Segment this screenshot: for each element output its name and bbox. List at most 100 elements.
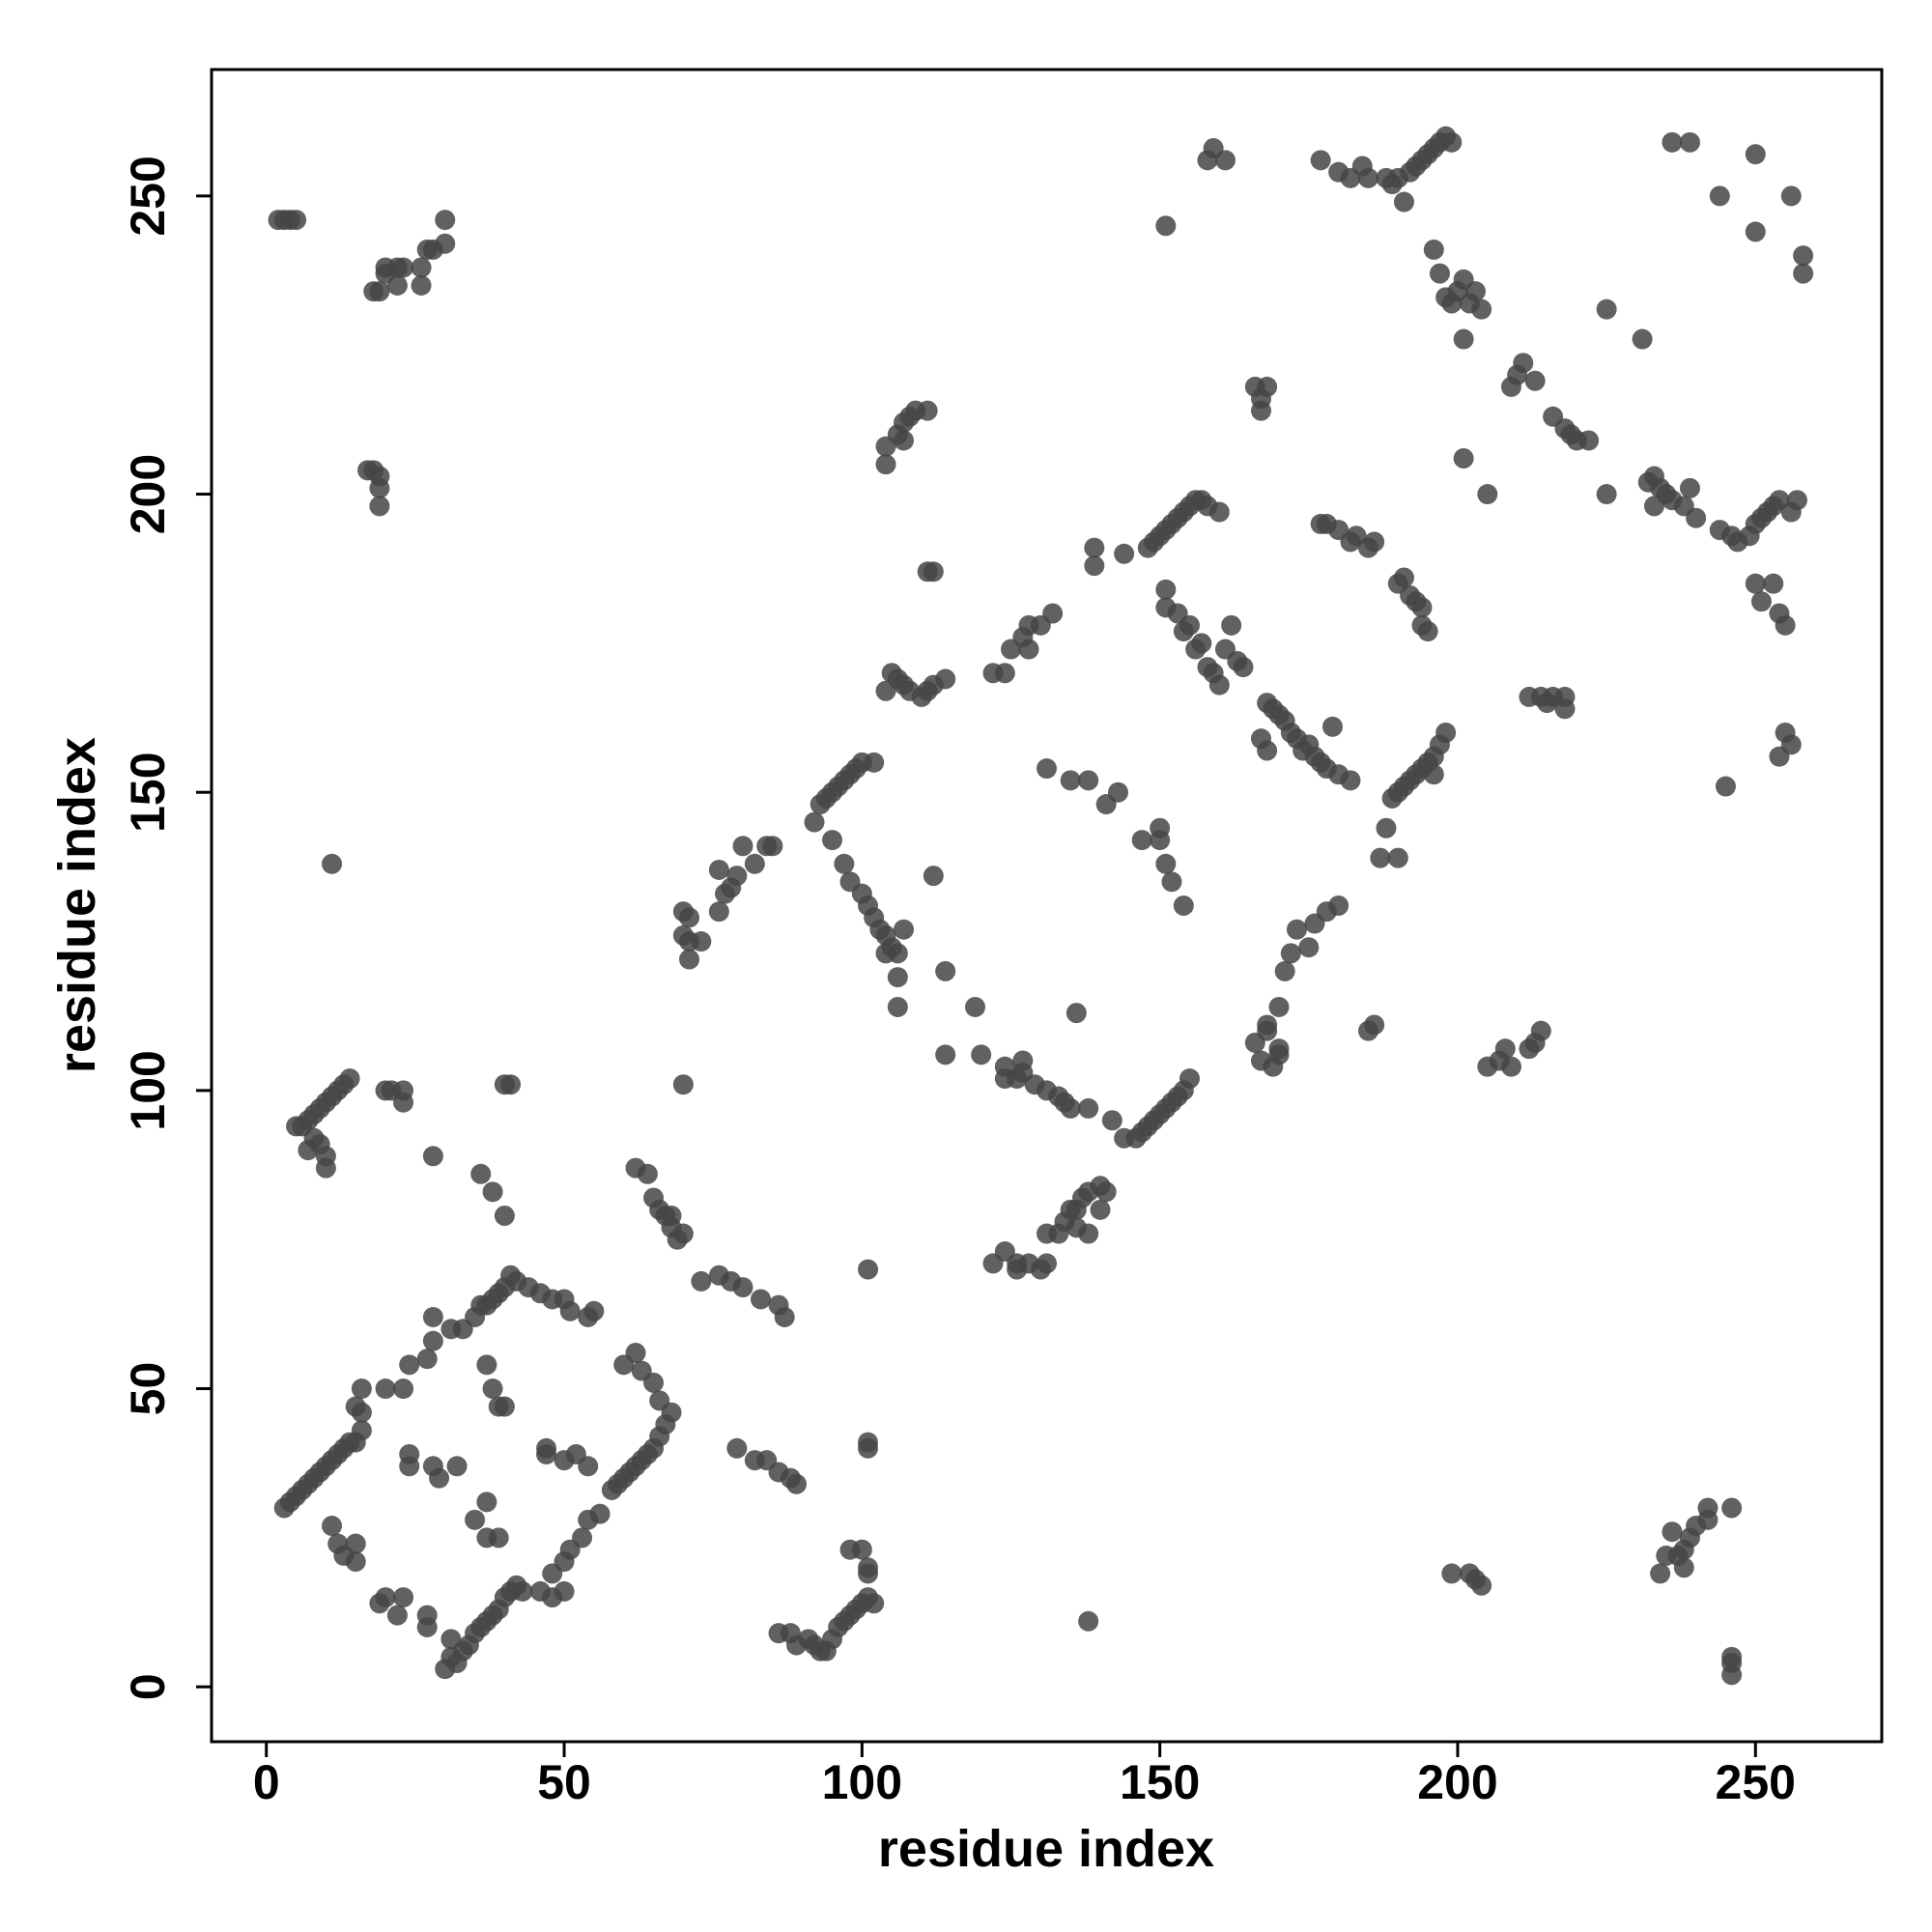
point xyxy=(613,1354,635,1376)
point xyxy=(1090,1199,1111,1220)
point xyxy=(369,477,390,498)
point xyxy=(691,1270,712,1292)
point xyxy=(1257,1014,1278,1036)
point xyxy=(965,996,986,1017)
point xyxy=(1078,770,1099,791)
point xyxy=(422,1146,443,1167)
point xyxy=(500,1074,522,1095)
point xyxy=(322,1516,343,1537)
point xyxy=(1530,1020,1551,1041)
point xyxy=(1257,376,1278,397)
point xyxy=(1179,614,1200,636)
point xyxy=(822,830,843,851)
point xyxy=(1673,1557,1694,1578)
point xyxy=(637,1163,658,1184)
point xyxy=(1632,328,1653,350)
point xyxy=(851,1539,872,1560)
point xyxy=(679,907,700,928)
x-tick-label: 200 xyxy=(1417,1755,1497,1809)
point xyxy=(691,931,712,952)
point xyxy=(1155,579,1177,600)
point xyxy=(1775,614,1796,636)
point xyxy=(1298,937,1320,958)
point xyxy=(1786,490,1807,511)
point xyxy=(286,210,307,231)
point xyxy=(345,1396,366,1417)
point xyxy=(875,943,896,964)
point xyxy=(1321,716,1343,737)
point xyxy=(1286,919,1307,940)
point xyxy=(589,1503,611,1524)
x-tick-label: 50 xyxy=(537,1755,591,1809)
point xyxy=(1364,1014,1385,1036)
point xyxy=(1037,1253,1057,1274)
point xyxy=(923,866,944,887)
point xyxy=(1745,573,1766,594)
point xyxy=(1012,1050,1034,1071)
point xyxy=(429,1467,450,1489)
point xyxy=(858,1259,879,1280)
point xyxy=(1173,895,1194,916)
point xyxy=(393,257,414,278)
point xyxy=(416,1349,438,1370)
point xyxy=(786,1473,808,1494)
point xyxy=(1233,657,1254,678)
y-tick-label: 100 xyxy=(121,1050,175,1130)
point xyxy=(375,1587,396,1608)
point xyxy=(476,1354,497,1376)
point xyxy=(1423,764,1444,785)
point xyxy=(1411,614,1433,636)
point xyxy=(1268,996,1290,1017)
point xyxy=(494,1206,515,1227)
point xyxy=(476,1492,497,1513)
y-axis-title: residue index xyxy=(48,737,106,1073)
point xyxy=(435,233,456,254)
point xyxy=(1494,1038,1516,1060)
point xyxy=(732,1277,753,1298)
point xyxy=(322,853,343,874)
point xyxy=(935,960,956,981)
point xyxy=(1709,185,1730,207)
point xyxy=(887,967,908,988)
point xyxy=(1357,167,1378,188)
point xyxy=(1280,943,1301,964)
point xyxy=(935,1044,956,1065)
point xyxy=(923,561,944,582)
x-tick-label: 250 xyxy=(1716,1755,1796,1809)
point xyxy=(1328,895,1350,916)
point xyxy=(393,1092,414,1113)
point xyxy=(1095,1181,1117,1203)
y-tick-label: 50 xyxy=(121,1362,175,1416)
point xyxy=(399,1354,420,1376)
point xyxy=(1500,1056,1521,1077)
point xyxy=(1793,245,1814,267)
y-tick-label: 250 xyxy=(121,156,175,236)
point xyxy=(1191,633,1212,654)
point xyxy=(298,1140,319,1161)
point xyxy=(1114,543,1135,564)
point xyxy=(726,1437,748,1459)
point xyxy=(1370,847,1391,868)
point xyxy=(494,1396,515,1417)
point xyxy=(1679,477,1700,498)
point xyxy=(1042,603,1064,624)
point xyxy=(351,1378,372,1400)
point xyxy=(864,1593,885,1614)
point xyxy=(446,1456,468,1477)
point xyxy=(1393,567,1414,588)
point xyxy=(411,274,432,296)
point xyxy=(1078,1610,1099,1632)
point xyxy=(1524,370,1546,391)
point xyxy=(971,1044,992,1065)
point xyxy=(386,1605,408,1626)
point xyxy=(1060,1097,1081,1119)
point xyxy=(1441,1563,1463,1584)
point xyxy=(1411,597,1433,618)
point xyxy=(1376,817,1397,838)
point xyxy=(512,1580,533,1602)
point xyxy=(578,1456,599,1477)
point xyxy=(416,1605,438,1626)
point xyxy=(744,853,765,874)
point xyxy=(422,1306,443,1327)
